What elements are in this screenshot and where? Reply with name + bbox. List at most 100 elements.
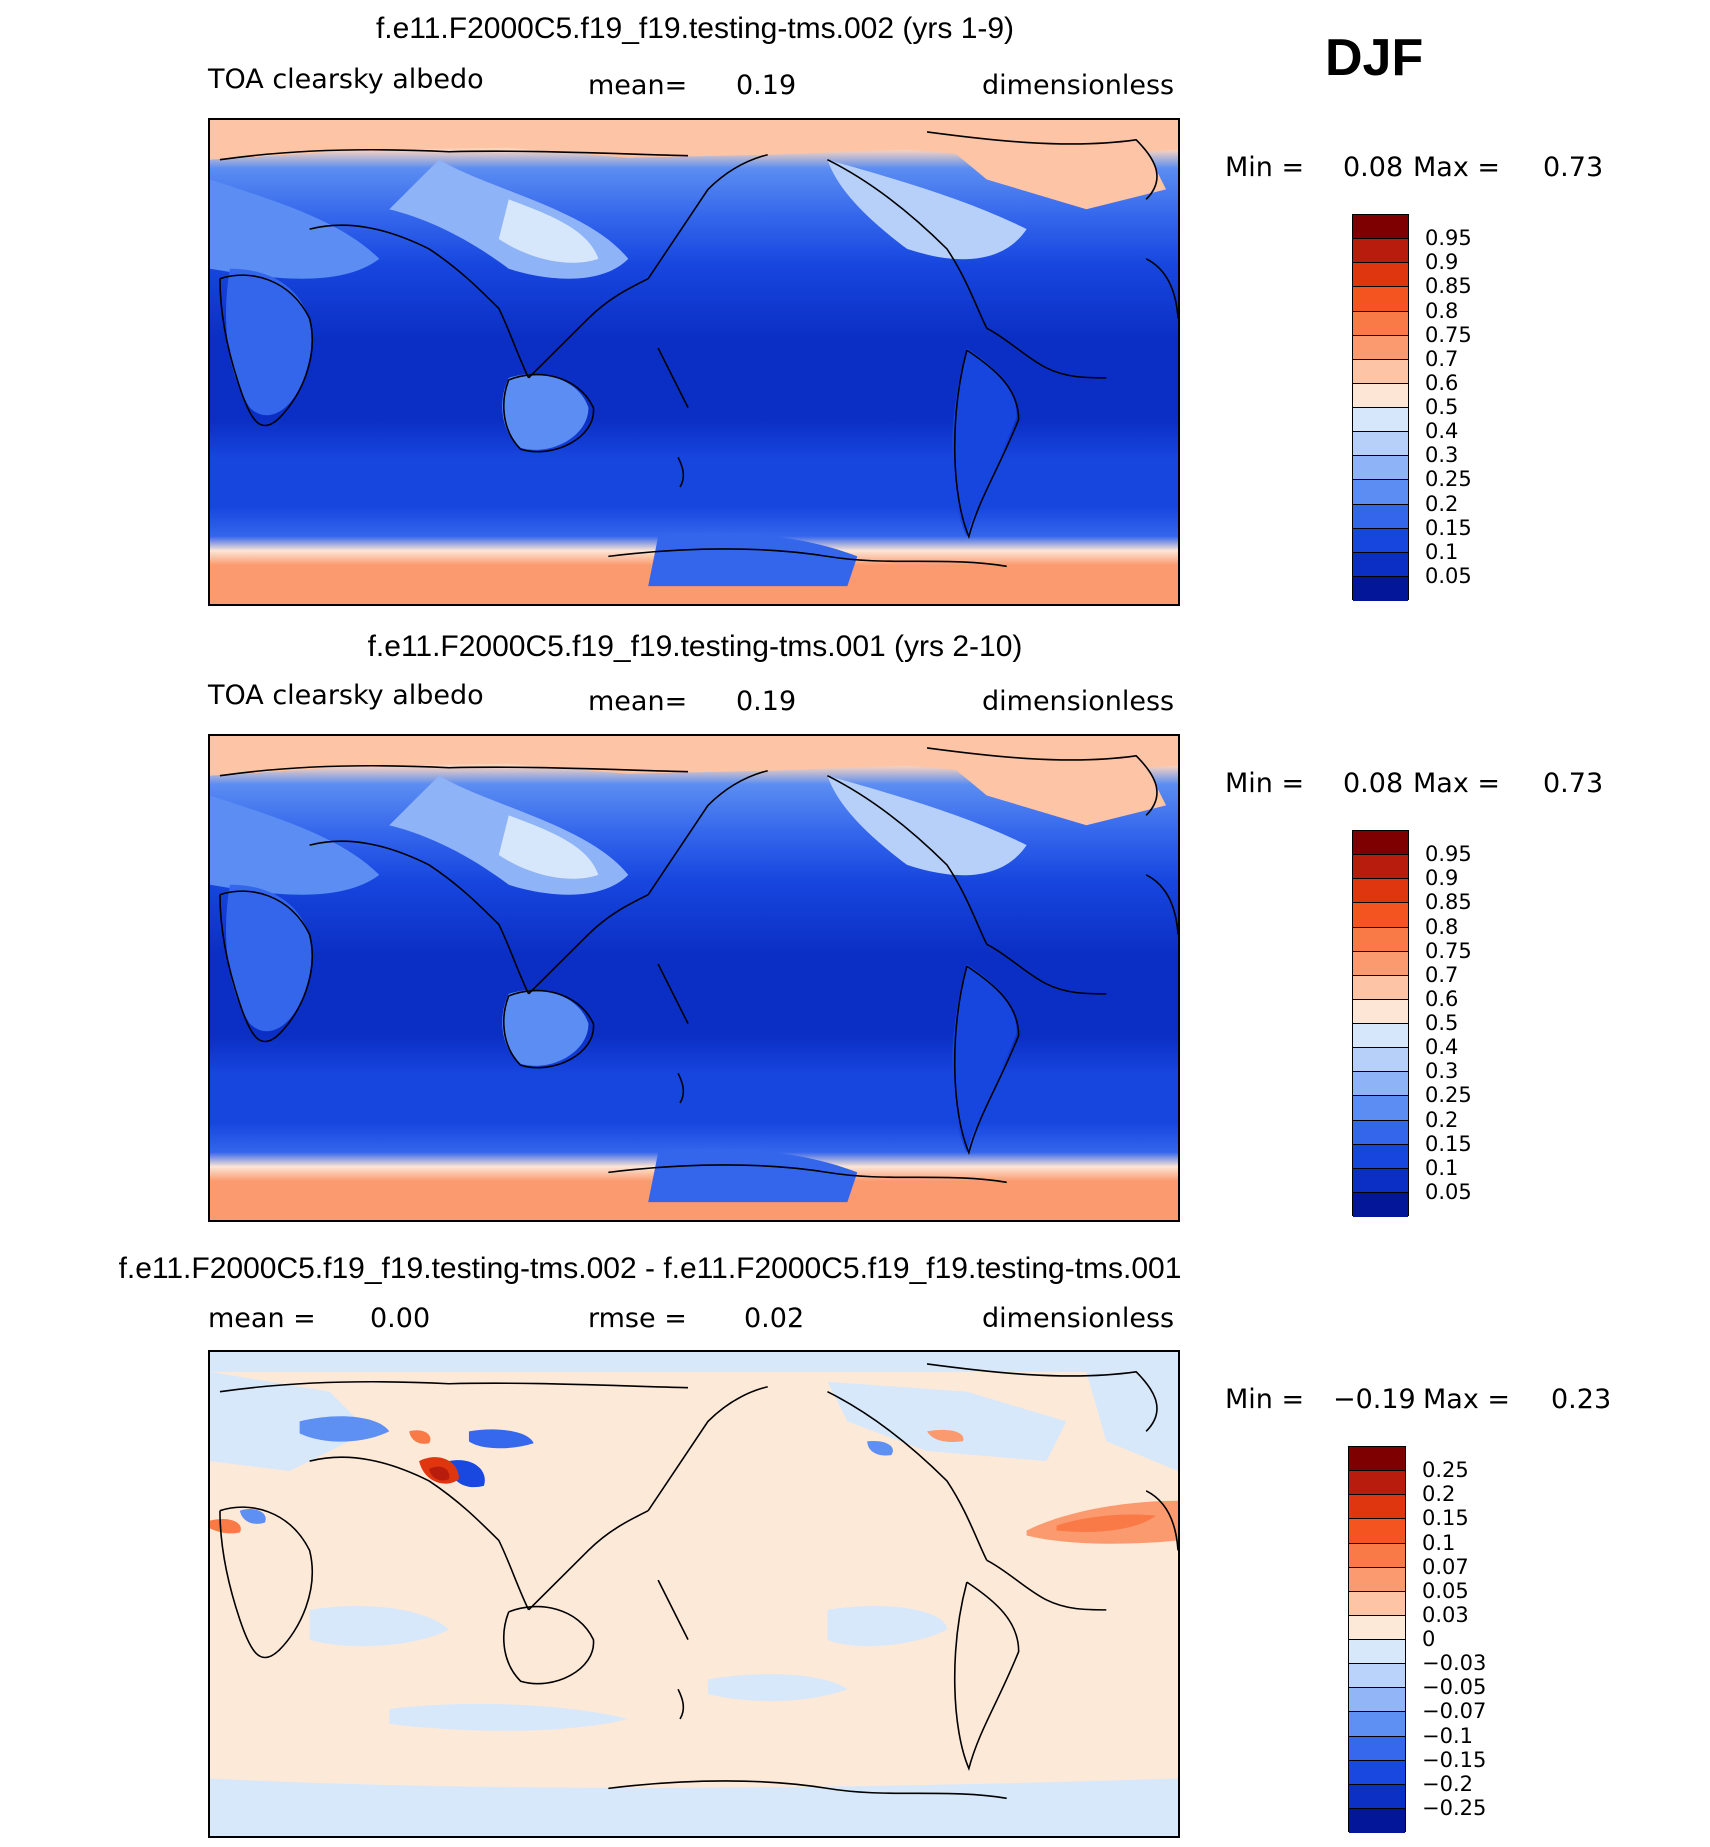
panel-3-mean-value: 0.00	[370, 1303, 431, 1334]
panel-2-albedo-field	[210, 736, 1178, 1220]
panel-3-mean-label: mean =	[208, 1303, 316, 1334]
panel-1-mean-label: mean=	[588, 70, 688, 101]
colorbar-tick-label: −0.1	[1422, 1723, 1473, 1748]
colorbar-swatch	[1349, 1567, 1405, 1592]
colorbar-swatch	[1349, 1543, 1405, 1568]
colorbar-tick-label: 0.05	[1425, 563, 1472, 588]
panel-1-albedo-field	[210, 120, 1178, 604]
season-label: DJF	[1325, 29, 1424, 87]
colorbar-swatch	[1349, 1591, 1405, 1616]
panel-2-mean-label: mean=	[588, 686, 688, 717]
colorbar-swatch	[1353, 311, 1408, 336]
colorbar-tick-label: 0.6	[1425, 370, 1459, 395]
colorbar-swatch	[1353, 215, 1408, 240]
colorbar-tick-label: 0.75	[1425, 322, 1472, 347]
colorbar-swatch	[1349, 1519, 1405, 1544]
panel-3-rmse-value: 0.02	[744, 1303, 805, 1334]
colorbar-tick-label: 0.75	[1425, 938, 1472, 963]
colorbar-swatch	[1353, 975, 1408, 1000]
colorbar-swatch	[1353, 999, 1408, 1024]
colorbar-swatch	[1353, 480, 1408, 505]
colorbar-swatch	[1353, 1192, 1408, 1217]
colorbar-swatch	[1353, 927, 1408, 952]
panel-2-variable-label: TOA clearsky albedo	[208, 680, 484, 711]
colorbar-swatch	[1353, 383, 1408, 408]
colorbar-tick-label: 0.8	[1425, 298, 1459, 323]
panel-2-min-value: 0.08	[1343, 768, 1404, 799]
colorbar-tick-label: 0.3	[1425, 443, 1459, 468]
colorbar-tick-label: −0.07	[1422, 1699, 1487, 1724]
colorbar-tick-label: 0.2	[1422, 1482, 1456, 1507]
panel-3-min-label: Min =	[1225, 1384, 1305, 1415]
colorbar-tick-label: 0.07	[1422, 1554, 1469, 1579]
colorbar-tick-label: 0.2	[1425, 491, 1459, 516]
panel-1-min-value: 0.08	[1343, 152, 1404, 183]
colorbar-tick-label: 0.3	[1425, 1059, 1459, 1084]
panel-2-mean-value: 0.19	[736, 686, 797, 717]
colorbar-swatch	[1353, 552, 1408, 577]
panel-1-max-label: Max =	[1413, 152, 1501, 183]
panel-1-mean-value: 0.19	[736, 70, 797, 101]
panel-2-max-label: Max =	[1413, 768, 1501, 799]
colorbar-swatch	[1349, 1495, 1405, 1520]
colorbar-swatch	[1349, 1712, 1405, 1737]
colorbar-tick-label: 0.15	[1425, 1131, 1472, 1156]
colorbar-tick-label: 0.15	[1425, 515, 1472, 540]
panel-3-difference-field	[210, 1352, 1178, 1836]
colorbar-tick-label: 0.4	[1425, 419, 1459, 444]
colorbar-tick-label: 0.25	[1422, 1458, 1469, 1483]
colorbar-swatch	[1353, 504, 1408, 529]
colorbar-swatch	[1353, 456, 1408, 481]
colorbar-swatch	[1353, 1072, 1408, 1097]
colorbar-swatch	[1353, 1024, 1408, 1049]
colorbar-tick-label: 0.85	[1425, 274, 1472, 299]
colorbar-swatch	[1353, 432, 1408, 457]
colorbar-tick-label: 0.03	[1422, 1602, 1469, 1627]
colorbar-swatch	[1353, 879, 1408, 904]
panel-3-map	[208, 1350, 1180, 1838]
colorbar-swatch	[1353, 335, 1408, 360]
colorbar-swatch	[1353, 831, 1408, 856]
colorbar-tick-label: 0.25	[1425, 1083, 1472, 1108]
colorbar-tick-label: 0.15	[1422, 1506, 1469, 1531]
panel-1-max-value: 0.73	[1543, 152, 1604, 183]
colorbar-swatch	[1353, 263, 1408, 288]
colorbar-swatch	[1353, 903, 1408, 928]
colorbar-tick-label: 0	[1422, 1627, 1436, 1651]
colorbar-tick-label: 0.5	[1425, 1011, 1459, 1035]
colorbar-tick-label: 0.1	[1425, 539, 1459, 564]
colorbar-tick-label: 0.25	[1425, 467, 1472, 492]
colorbar-swatch	[1349, 1808, 1405, 1833]
colorbar-tick-label: 0.85	[1425, 890, 1472, 915]
panel-3-max-label: Max =	[1423, 1384, 1511, 1415]
colorbar-swatch	[1349, 1736, 1405, 1761]
colorbar-swatch	[1353, 1120, 1408, 1145]
panel-3-min-value: −0.19	[1333, 1384, 1416, 1415]
colorbar-tick-label: 0.7	[1425, 346, 1459, 371]
colorbar-swatch	[1353, 408, 1408, 433]
panel-1-min-label: Min =	[1225, 152, 1305, 183]
colorbar-swatch	[1353, 528, 1408, 553]
colorbar-swatch	[1353, 287, 1408, 312]
colorbar-tick-label: −0.2	[1422, 1771, 1473, 1796]
panel-1-units: dimensionless	[982, 70, 1175, 101]
colorbar-swatch	[1353, 239, 1408, 264]
colorbar-swatch	[1349, 1664, 1405, 1689]
colorbar-tick-label: 0.9	[1425, 866, 1459, 891]
panel-2-max-value: 0.73	[1543, 768, 1604, 799]
panel-2-min-label: Min =	[1225, 768, 1305, 799]
colorbar-swatch	[1353, 1096, 1408, 1121]
colorbar-swatch	[1349, 1760, 1405, 1785]
panel-2-map	[208, 734, 1180, 1222]
colorbar-tick-label: 0.95	[1425, 226, 1472, 251]
colorbar-tick-label: −0.25	[1422, 1795, 1487, 1820]
panel-3-rmse-label: rmse =	[588, 1303, 687, 1334]
colorbar-tick-label: 0.2	[1425, 1107, 1459, 1132]
colorbar-swatch	[1349, 1784, 1405, 1809]
colorbar-swatch	[1353, 951, 1408, 976]
panel-3-max-value: 0.23	[1551, 1384, 1612, 1415]
colorbar-swatch	[1353, 359, 1408, 384]
colorbar-tick-label: −0.15	[1422, 1747, 1487, 1772]
colorbar-swatch	[1349, 1640, 1405, 1665]
colorbar-swatch	[1353, 1168, 1408, 1193]
